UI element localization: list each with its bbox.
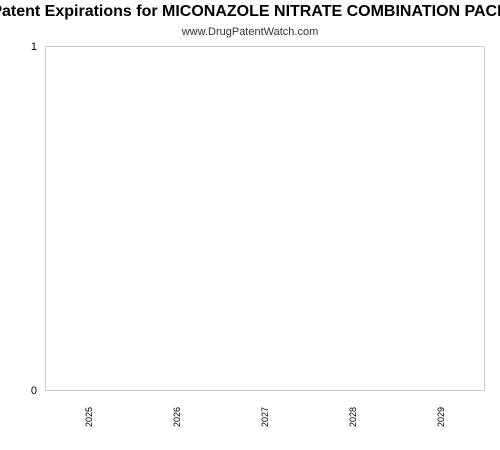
- plot-area-frame: [45, 46, 485, 391]
- x-tick-label: 2029: [436, 407, 446, 427]
- x-tick-label: 2025: [84, 407, 94, 427]
- x-tick-label: 2028: [348, 407, 358, 427]
- y-axis: 01: [31, 41, 37, 397]
- chart-subtitle: www.DrugPatentWatch.com: [181, 26, 319, 38]
- x-tick-label: 2027: [260, 407, 270, 427]
- y-tick-label: 0: [31, 385, 37, 397]
- chart-title: Patent Expirations for MICONAZOLE NITRAT…: [0, 3, 500, 20]
- y-tick-label: 1: [31, 41, 37, 53]
- x-tick-label: 2026: [172, 407, 182, 427]
- x-axis: 2025 2026 2027 2028 2029: [84, 407, 446, 427]
